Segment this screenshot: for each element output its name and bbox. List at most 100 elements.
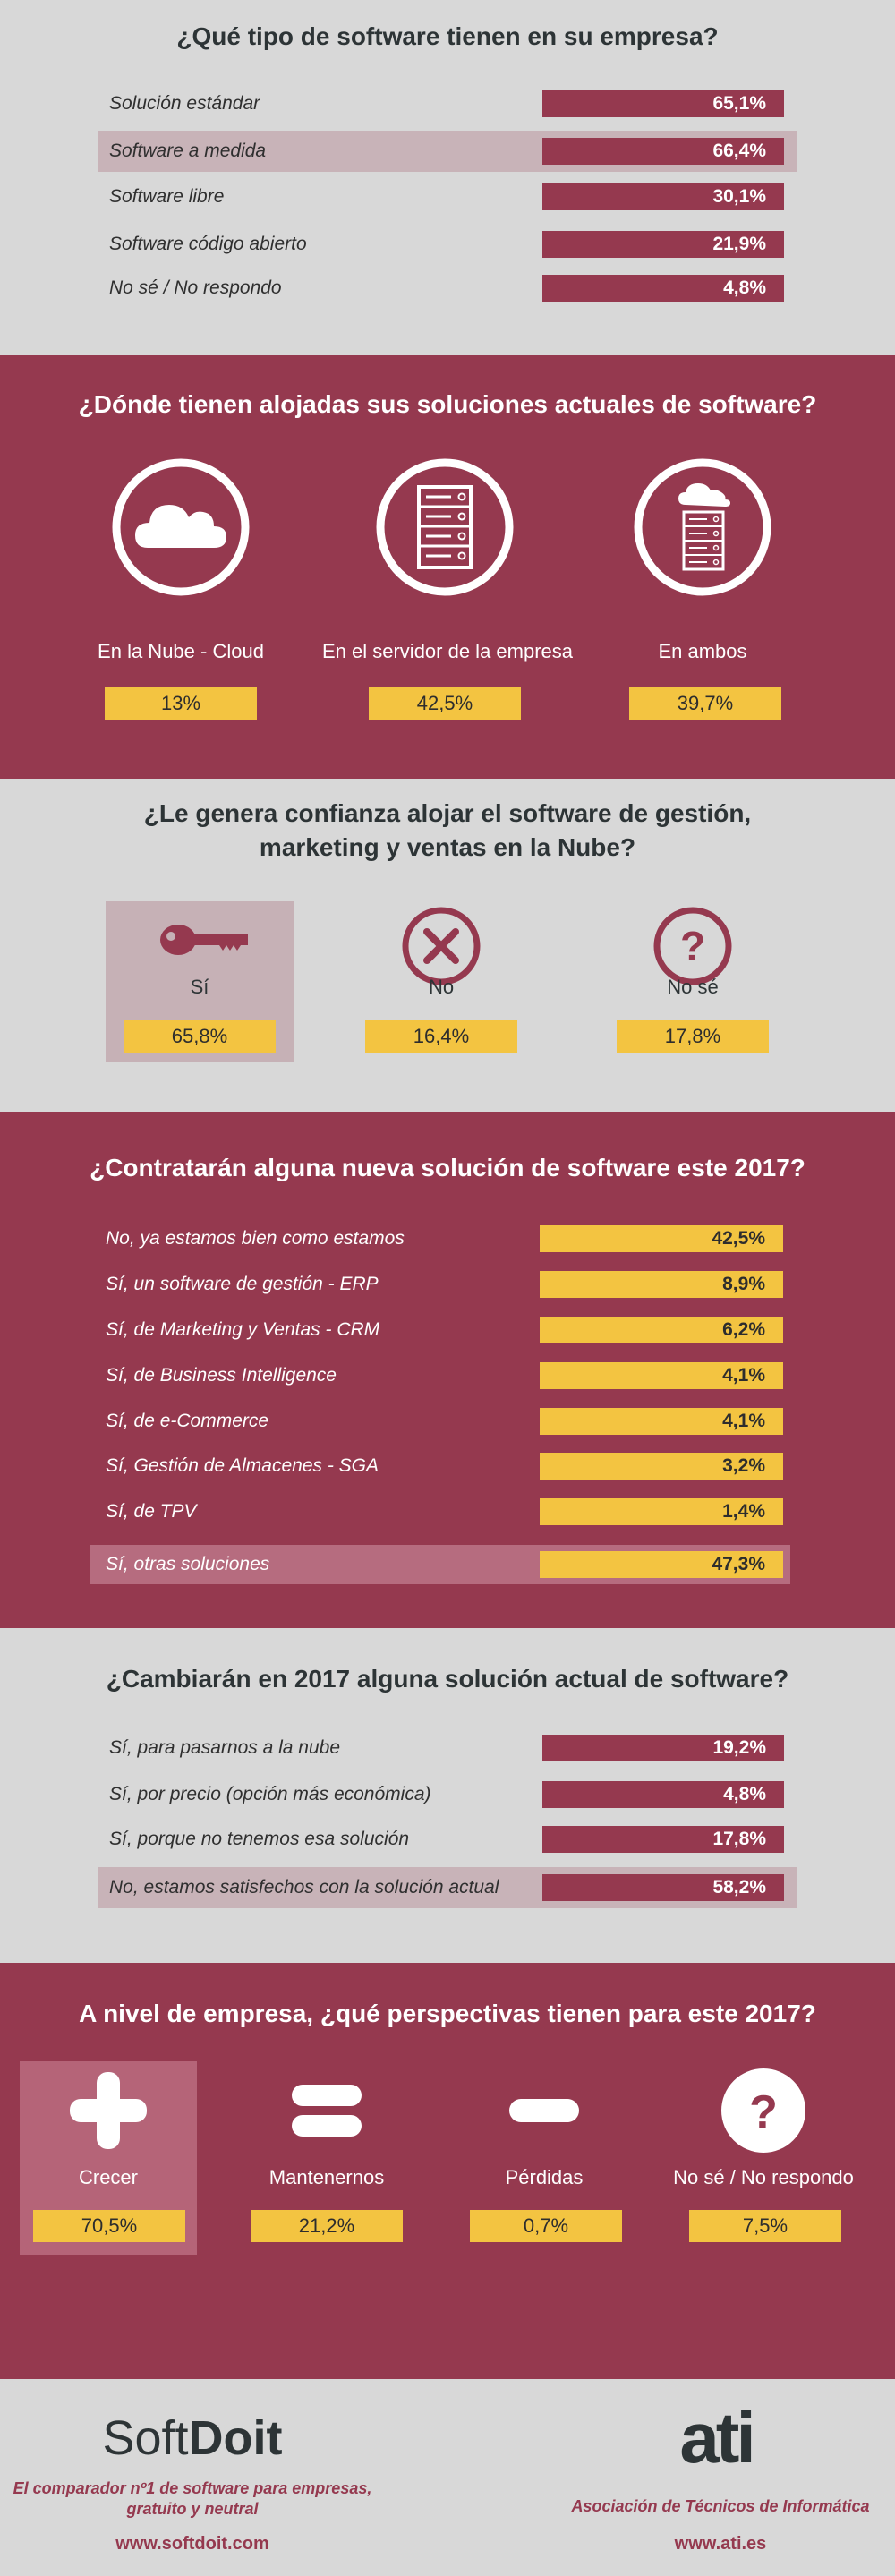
value-bar: 1,4% xyxy=(540,1498,783,1525)
value-badge: 0,7% xyxy=(470,2210,622,2242)
svg-text:?: ? xyxy=(680,923,705,969)
x-circle-icon xyxy=(402,907,481,985)
row-label: Sí, de e-Commerce xyxy=(106,1411,269,1431)
section-software-type: ¿Qué tipo de software tienen en su empre… xyxy=(0,0,895,355)
row-label: Software libre xyxy=(109,186,225,207)
value-bar: 66,4% xyxy=(542,138,784,165)
softdoit-logo-soft: Soft xyxy=(102,2411,189,2465)
softdoit-tagline: gratuito y neutral xyxy=(126,2500,259,2518)
ati-url[interactable]: www.ati.es xyxy=(674,2534,767,2554)
value-badge: 42,5% xyxy=(369,687,521,720)
list-item: Sí, de Business Intelligence 4,1% xyxy=(90,1360,797,1392)
value-badge: 39,7% xyxy=(629,687,781,720)
value-bar: 4,1% xyxy=(540,1362,783,1389)
server-icon xyxy=(376,458,514,596)
section-title: ¿Dónde tienen alojadas sus soluciones ac… xyxy=(78,390,817,418)
row-label: Sí, para pasarnos a la nube xyxy=(109,1737,341,1758)
section-outlook: A nivel de empresa, ¿qué perspectivas ti… xyxy=(0,1963,895,2379)
key-icon xyxy=(160,925,248,955)
value-badge: 7,5% xyxy=(689,2210,841,2242)
softdoit-logo: SoftDoit xyxy=(36,2411,349,2465)
list-item: No sé / No respondo 4,8% xyxy=(98,272,797,304)
value-badge: 21,2% xyxy=(251,2210,403,2242)
section-title: marketing y ventas en la Nube? xyxy=(259,833,636,861)
list-item: Software a medida 66,4% xyxy=(98,135,797,167)
footer: SoftDoit El comparador nº1 de software p… xyxy=(0,2379,895,2576)
row-label: Sí, de TPV xyxy=(106,1501,197,1522)
section-title: ¿Le genera confianza alojar el software … xyxy=(143,799,752,827)
option-label: No xyxy=(428,976,455,998)
value-bar: 30,1% xyxy=(542,183,784,210)
option-label: Crecer xyxy=(78,2166,138,2188)
option-label: Sí xyxy=(190,976,209,998)
list-item: Software código abierto 21,9% xyxy=(98,228,797,260)
value-bar: 17,8% xyxy=(542,1826,784,1853)
ati-name: Asociación de Técnicos de Informática xyxy=(571,2497,870,2515)
row-label: Sí, de Marketing y Ventas - CRM xyxy=(106,1319,380,1340)
cloud-icon xyxy=(112,458,250,596)
section-title: ¿Cambiarán en 2017 alguna solución actua… xyxy=(106,1665,789,1693)
list-item: Sí, porque no tenemos esa solución 17,8% xyxy=(98,1823,797,1855)
value-badge: 16,4% xyxy=(365,1020,517,1053)
value-bar: 6,2% xyxy=(540,1317,783,1343)
section-title: ¿Contratarán alguna nueva solución de so… xyxy=(90,1154,806,1181)
question-circle-icon: ? xyxy=(721,2068,806,2153)
list-item: Sí, otras soluciones 47,3% xyxy=(90,1548,797,1581)
row-label: Sí, Gestión de Almacenes - SGA xyxy=(106,1455,379,1476)
row-label: Sí, otras soluciones xyxy=(106,1554,270,1574)
value-bar: 3,2% xyxy=(540,1453,783,1480)
section-title: ¿Qué tipo de software tienen en su empre… xyxy=(176,22,719,50)
value-badge: 65,8% xyxy=(124,1020,276,1053)
cloud-server-icon xyxy=(634,458,771,596)
value-bar: 47,3% xyxy=(540,1551,783,1578)
option-label: No sé / No respondo xyxy=(673,2166,854,2188)
question-circle-icon: ? xyxy=(653,907,732,985)
plus-icon xyxy=(70,2072,147,2149)
list-item: Sí, para pasarnos a la nube 19,2% xyxy=(98,1732,797,1764)
list-item: Sí, de Marketing y Ventas - CRM 6,2% xyxy=(90,1314,797,1346)
option-label: En el servidor de la empresa xyxy=(321,640,574,662)
softdoit-logo-doit: Doit xyxy=(188,2411,283,2465)
row-label: No sé / No respondo xyxy=(109,277,282,298)
value-bar: 65,1% xyxy=(542,90,784,117)
row-label: Sí, por precio (opción más económica) xyxy=(109,1784,431,1804)
section-title: A nivel de empresa, ¿qué perspectivas ti… xyxy=(79,2000,816,2027)
list-item: No, estamos satisfechos con la solución … xyxy=(98,1872,797,1904)
value-badge: 13% xyxy=(105,687,257,720)
row-label: No, estamos satisfechos con la solución … xyxy=(109,1877,499,1898)
option-label: En ambos xyxy=(658,640,747,662)
list-item: Sí, por precio (opción más económica) 4,… xyxy=(98,1778,797,1811)
option-label: En la Nube - Cloud xyxy=(98,640,264,662)
value-bar: 42,5% xyxy=(540,1225,783,1252)
section-change-software: ¿Cambiarán en 2017 alguna solución actua… xyxy=(0,1628,895,1963)
value-bar: 58,2% xyxy=(542,1874,784,1901)
svg-text:?: ? xyxy=(749,2086,778,2138)
ati-logo: ati xyxy=(679,2398,755,2478)
row-label: Solución estándar xyxy=(109,93,260,114)
row-label: Software código abierto xyxy=(109,234,307,254)
list-item: No, ya estamos bien como estamos 42,5% xyxy=(90,1223,797,1255)
row-label: No, ya estamos bien como estamos xyxy=(106,1228,405,1249)
softdoit-tagline: El comparador nº1 de software para empre… xyxy=(13,2479,372,2497)
row-label: Software a medida xyxy=(109,141,267,161)
row-label: Sí, de Business Intelligence xyxy=(106,1365,337,1386)
value-badge: 70,5% xyxy=(33,2210,185,2242)
row-label: Sí, un software de gestión - ERP xyxy=(106,1274,379,1294)
value-bar: 21,9% xyxy=(542,231,784,258)
value-bar: 4,8% xyxy=(542,1781,784,1808)
list-item: Sí, de e-Commerce 4,1% xyxy=(90,1405,797,1437)
section-cloud-trust: ¿Le genera confianza alojar el software … xyxy=(0,779,895,1112)
list-item: Sí, de TPV 1,4% xyxy=(90,1496,797,1528)
list-item: Sí, Gestión de Almacenes - SGA 3,2% xyxy=(90,1450,797,1482)
value-bar: 4,8% xyxy=(542,275,784,302)
option-label: Mantenernos xyxy=(268,2166,385,2188)
softdoit-url[interactable]: www.softdoit.com xyxy=(115,2534,269,2554)
minus-icon xyxy=(509,2099,579,2122)
row-label: Sí, porque no tenemos esa solución xyxy=(109,1829,410,1849)
equals-icon xyxy=(292,2085,362,2137)
value-bar: 19,2% xyxy=(542,1735,784,1761)
list-item: Sí, un software de gestión - ERP 8,9% xyxy=(90,1268,797,1301)
value-bar: 4,1% xyxy=(540,1408,783,1435)
list-item: Solución estándar 65,1% xyxy=(98,88,797,120)
option-label: Pérdidas xyxy=(505,2166,584,2188)
